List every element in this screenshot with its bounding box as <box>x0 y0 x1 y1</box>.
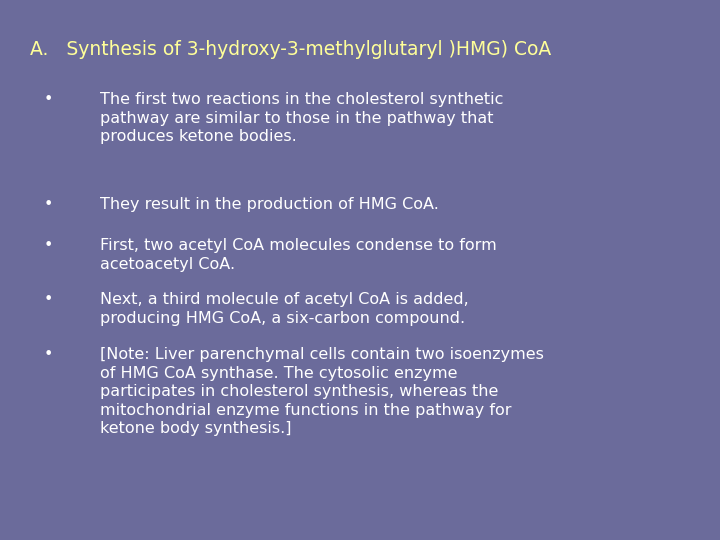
Text: A.   Synthesis of 3-hydroxy-3-methylglutaryl )HMG) CoA: A. Synthesis of 3-hydroxy-3-methylglutar… <box>30 40 552 59</box>
Text: They result in the production of HMG CoA.: They result in the production of HMG CoA… <box>100 197 439 212</box>
Text: Next, a third molecule of acetyl CoA is added,
producing HMG CoA, a six-carbon c: Next, a third molecule of acetyl CoA is … <box>100 292 469 326</box>
Text: The first two reactions in the cholesterol synthetic
pathway are similar to thos: The first two reactions in the cholester… <box>100 92 503 144</box>
Text: •: • <box>43 92 53 107</box>
Text: [Note: Liver parenchymal cells contain two isoenzymes
of HMG CoA synthase. The c: [Note: Liver parenchymal cells contain t… <box>100 347 544 436</box>
Text: First, two acetyl CoA molecules condense to form
acetoacetyl CoA.: First, two acetyl CoA molecules condense… <box>100 238 497 272</box>
Text: •: • <box>43 292 53 307</box>
Text: •: • <box>43 238 53 253</box>
Text: •: • <box>43 197 53 212</box>
Text: •: • <box>43 347 53 362</box>
